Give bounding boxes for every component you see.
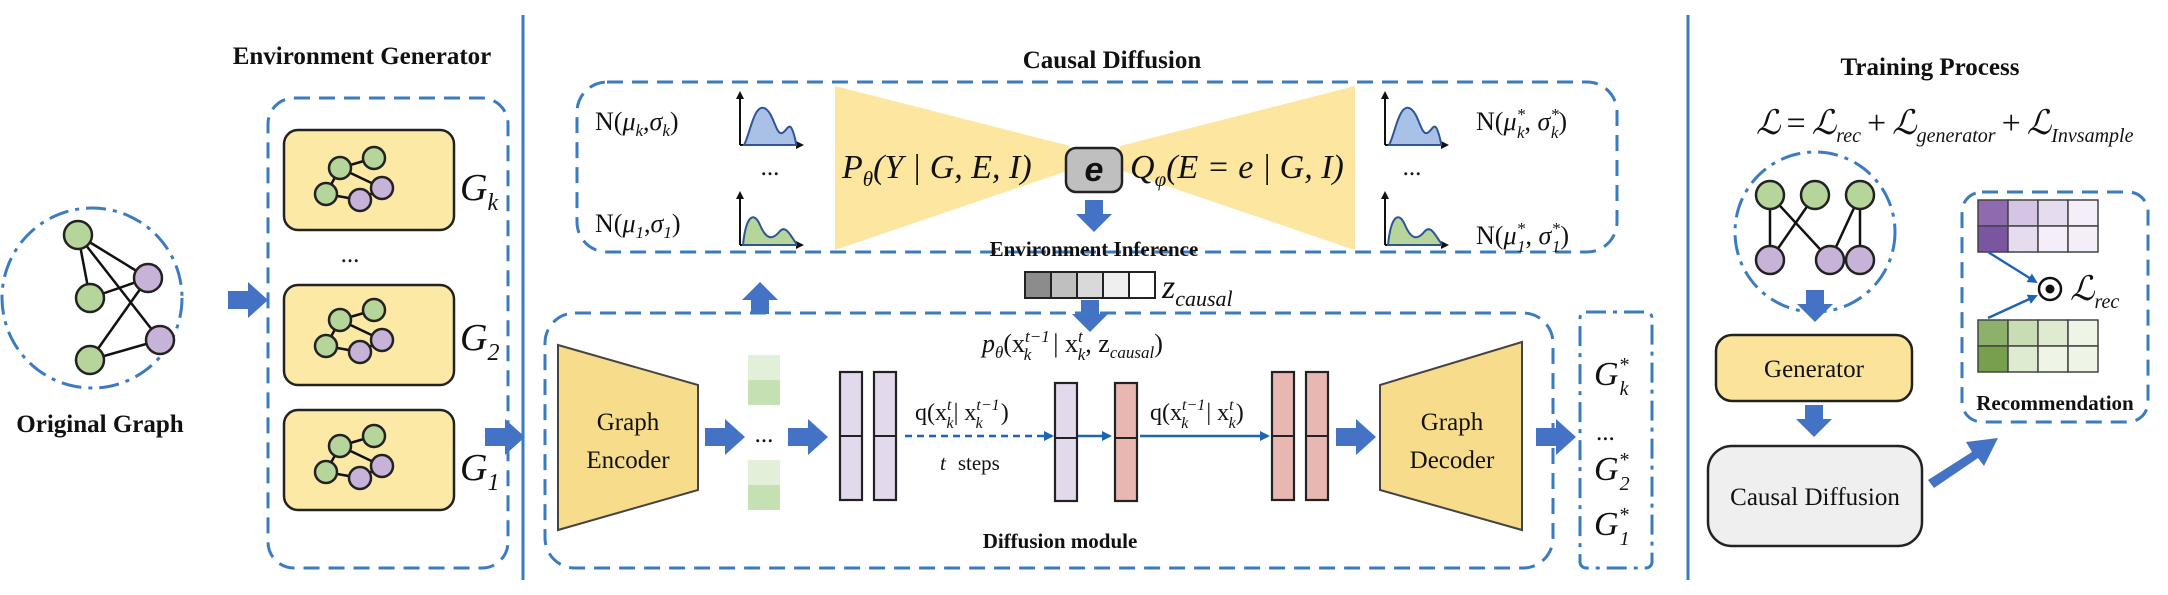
generated-graphs-box <box>266 96 510 570</box>
arrow-icon <box>1336 419 1376 455</box>
environment-inference-label: Environment Inference <box>990 237 1199 261</box>
embedding-cell <box>748 485 780 510</box>
training-graph-circle <box>1733 150 1897 314</box>
output-graph-1: G* 1 <box>1594 504 1630 550</box>
arrow-icon <box>485 419 525 455</box>
diffusion-module-box <box>543 311 1555 570</box>
graph-decoder <box>1379 340 1523 532</box>
q-reverse-formula: q(xt−1 k | xt k) <box>1150 397 1244 432</box>
graphs-ellipsis: ... <box>341 241 360 268</box>
arrow-icon <box>742 282 778 314</box>
z-causal-vector <box>1024 271 1156 299</box>
training-process-title: Training Process <box>1841 54 2020 81</box>
original-graph <box>0 206 184 390</box>
latent-column <box>1053 381 1079 503</box>
p-theta-reverse-formula: pθ(xt−1 k | xt k, zcausal) <box>980 327 1163 364</box>
graph-node <box>132 262 164 294</box>
training-graph <box>1733 150 1897 314</box>
dist-ellipsis: ... <box>761 154 780 181</box>
arrow-icon <box>1076 200 1112 232</box>
dot-product-icon <box>2037 276 2063 302</box>
embedding-ellipsis: ... <box>755 421 774 448</box>
distribution-plot <box>740 93 802 145</box>
arrow-icon <box>228 282 268 318</box>
arrow-icon <box>1536 419 1576 455</box>
graph-1-label: G1 <box>460 447 499 496</box>
arrow-icon <box>1928 438 1998 488</box>
output-graph-k: G* k <box>1594 354 1630 400</box>
decoder-label-2: Decoder <box>1410 447 1495 474</box>
q-phi-formula: Qφ(E = e | G, I) <box>1130 149 1344 191</box>
z-causal-label: zcausal <box>1161 269 1233 311</box>
graph-encoder <box>557 343 699 532</box>
causal-diffusion-block <box>1706 444 1924 548</box>
graph-2-label: G2 <box>460 317 499 366</box>
graph-node <box>74 344 106 376</box>
graph-node <box>62 219 94 251</box>
arrow-icon <box>705 419 745 455</box>
dist-ellipsis: ... <box>1403 154 1422 181</box>
encoder-label-1: Graph <box>597 409 660 436</box>
rec-loss-label: ℒrec <box>2070 271 2119 313</box>
causal-diffusion-section: Causal Diffusion N(μk,σk) ... N(μ1,σ1) P… <box>543 47 1654 570</box>
diffusion-module-label: Diffusion module <box>983 529 1138 553</box>
encoder-bowtie-right <box>1120 86 1355 250</box>
causal-diffusion-title: Causal Diffusion <box>1023 47 1202 74</box>
encoder-label-2: Encoder <box>586 447 670 474</box>
encoder-bowtie-left <box>835 86 1070 250</box>
graph-k-label: Gk <box>460 167 498 216</box>
recommendation-label: Recommendation <box>1976 391 2134 415</box>
environment-inference-box <box>575 80 1619 254</box>
arrow-icon <box>1797 290 1833 322</box>
original-graph-label: Original Graph <box>16 411 183 438</box>
graph-node <box>144 324 176 356</box>
generated-graph-k <box>282 128 456 232</box>
p-theta-formula: Pθ(Y | G, E, I) <box>841 149 1032 191</box>
original-graph-circle <box>0 206 184 390</box>
e-symbol: e <box>1085 151 1104 189</box>
dist-left-k: N(μk,σk) <box>595 107 679 140</box>
output-graph-2: G* 2 <box>1594 449 1630 495</box>
env-generator-title: Environment Generator <box>233 43 492 70</box>
dist-left-1: N(μ1,σ1) <box>595 209 681 242</box>
q-forward-formula: q(xt k| xt−1 k) <box>915 397 1009 432</box>
generator-block <box>1714 333 1914 403</box>
distribution-plot <box>1385 193 1447 245</box>
training-process-section: Training Process ℒ = ℒrec + ℒgenerator + ℒInvs… <box>1706 54 2150 548</box>
graph-node <box>74 282 106 314</box>
decoder-label-1: Graph <box>1421 409 1484 436</box>
causal-diffusion-label: Causal Diffusion <box>1730 484 1900 511</box>
dist-right-1: N(μ* 1, σ* 1) <box>1476 219 1569 256</box>
item-embedding-matrix <box>1977 319 2099 373</box>
output-graphs-box <box>1578 310 1654 570</box>
embedding-cell <box>748 355 780 380</box>
dist-right-k: N(μ* k, σ* k) <box>1476 105 1567 142</box>
distribution-plot <box>1385 93 1447 145</box>
embedding-cell <box>748 380 780 405</box>
generator-label: Generator <box>1764 356 1865 383</box>
embedding-cell <box>748 460 780 485</box>
t-steps-label: t steps <box>940 451 1000 475</box>
total-loss-formula: ℒ = ℒrec + ℒgenerator + ℒInvsample <box>1756 105 2134 147</box>
environment-generator-section: Environment Generator Original Graph Gk … <box>0 43 525 570</box>
latent-column <box>1113 381 1139 503</box>
environment-e-box <box>1064 146 1124 194</box>
distribution-plot <box>740 193 802 245</box>
outputs-ellipsis: ... <box>1596 419 1615 446</box>
arrow-icon <box>788 419 828 455</box>
arrow-icon <box>1796 405 1832 437</box>
user-embedding-matrix <box>1977 199 2099 253</box>
